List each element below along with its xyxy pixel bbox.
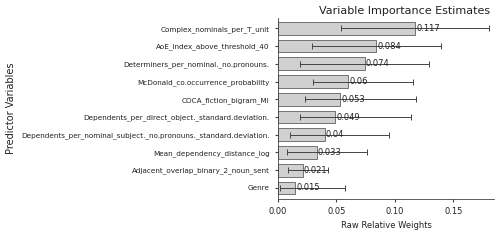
Text: 0.117: 0.117 <box>416 24 440 33</box>
Text: 0.074: 0.074 <box>366 59 390 68</box>
Text: 0.049: 0.049 <box>336 113 360 122</box>
Bar <box>278 22 415 35</box>
Y-axis label: Predictor Variables: Predictor Variables <box>6 62 16 154</box>
Text: 0.033: 0.033 <box>318 148 342 157</box>
Bar <box>278 146 316 159</box>
Text: 0.04: 0.04 <box>326 130 344 139</box>
Bar <box>278 111 336 123</box>
Text: 0.015: 0.015 <box>296 183 320 192</box>
X-axis label: Raw Relative Weights: Raw Relative Weights <box>341 221 432 230</box>
Bar <box>278 164 302 177</box>
Bar <box>278 57 364 70</box>
Bar <box>278 40 376 52</box>
Bar <box>278 181 295 194</box>
Bar <box>278 75 348 88</box>
Text: 0.053: 0.053 <box>341 95 365 104</box>
Bar <box>278 93 340 106</box>
Text: 0.021: 0.021 <box>304 166 328 175</box>
Text: Variable Importance Estimates: Variable Importance Estimates <box>319 6 490 16</box>
Text: 0.084: 0.084 <box>378 42 401 51</box>
Bar <box>278 128 325 141</box>
Text: 0.06: 0.06 <box>350 77 368 86</box>
